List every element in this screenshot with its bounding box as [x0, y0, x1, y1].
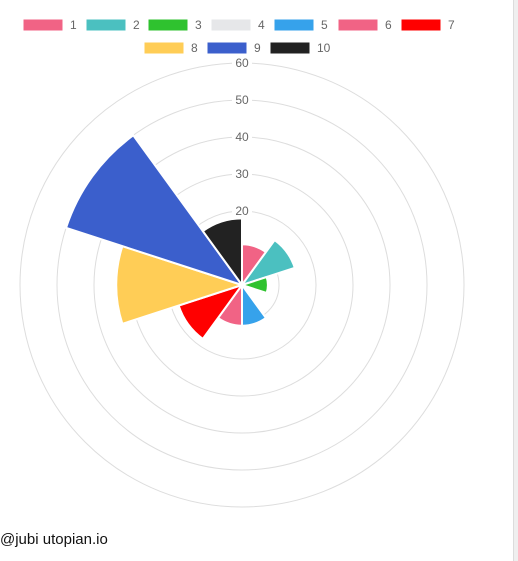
window-right-border — [513, 0, 518, 561]
legend: 1 2 3 4 5 6 7 8 9 10 — [22, 18, 455, 55]
tick-backdrop — [232, 56, 252, 69]
legend-label: 5 — [321, 18, 328, 32]
legend-swatch — [269, 41, 311, 55]
legend-item-8[interactable]: 8 — [143, 41, 198, 55]
legend-label: 6 — [385, 18, 392, 32]
legend-label: 7 — [448, 18, 455, 32]
legend-swatch — [143, 41, 185, 55]
legend-item-4[interactable]: 4 — [210, 18, 265, 32]
legend-item-1[interactable]: 1 — [22, 18, 77, 32]
tick-label: 30 — [235, 167, 249, 181]
slice-8[interactable] — [115, 244, 246, 326]
chart-slices — [64, 133, 297, 341]
tick-backdrop — [232, 93, 252, 106]
legend-item-3[interactable]: 3 — [147, 18, 202, 32]
legend-swatch — [22, 18, 64, 32]
slice-3[interactable] — [238, 275, 269, 295]
legend-swatch — [85, 18, 127, 32]
legend-item-9[interactable]: 9 — [206, 41, 261, 55]
legend-item-7[interactable]: 7 — [400, 18, 455, 32]
tick-backdrop — [232, 130, 252, 143]
slice-2[interactable] — [239, 238, 297, 287]
legend-swatch — [337, 18, 379, 32]
tick-backdrop — [232, 204, 252, 217]
legend-item-5[interactable]: 5 — [273, 18, 328, 32]
legend-label: 1 — [70, 18, 77, 32]
legend-swatch — [206, 41, 248, 55]
legend-swatch — [147, 18, 189, 32]
slice-10[interactable] — [201, 217, 243, 289]
legend-label: 9 — [254, 41, 261, 55]
tick-label: 60 — [235, 56, 249, 70]
legend-swatch — [210, 18, 252, 32]
tick-label: 40 — [235, 130, 249, 144]
legend-label: 3 — [195, 18, 202, 32]
legend-item-6[interactable]: 6 — [337, 18, 392, 32]
legend-item-2[interactable]: 2 — [85, 18, 140, 32]
slice-9[interactable] — [64, 133, 245, 287]
legend-label: 2 — [133, 18, 140, 32]
legend-label: 10 — [317, 41, 331, 55]
footer-credit: @jubi utopian.io — [0, 531, 108, 548]
legend-label: 4 — [258, 18, 265, 32]
tick-label: 50 — [235, 93, 249, 107]
radial-tick-labels: 20 30 40 50 60 — [232, 56, 252, 218]
legend-swatch — [273, 18, 315, 32]
legend-item-10[interactable]: 10 — [269, 41, 331, 55]
legend-swatch — [400, 18, 442, 32]
tick-backdrop — [232, 167, 252, 180]
legend-label: 8 — [191, 41, 198, 55]
tick-label: 20 — [235, 204, 249, 218]
